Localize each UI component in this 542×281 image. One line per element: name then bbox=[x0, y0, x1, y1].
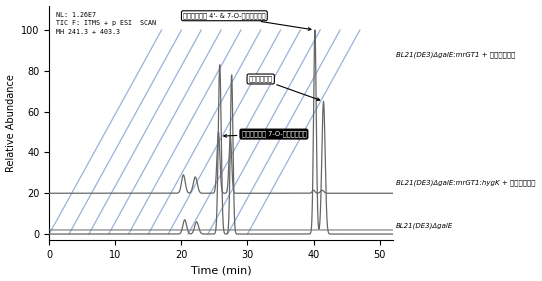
Text: 페낙소다이올 4'- & 7-O-글루코사이드: 페낙소다이올 4'- & 7-O-글루코사이드 bbox=[183, 12, 311, 30]
Text: BL21(DE3)ΔgalE:mrGT1:hygK + 페낙소다이올: BL21(DE3)ΔgalE:mrGT1:hygK + 페낙소다이올 bbox=[396, 180, 535, 186]
X-axis label: Time (min): Time (min) bbox=[191, 266, 251, 275]
Text: BL21(DE3)ΔgalE:mrGT1 + 페낙소다이올: BL21(DE3)ΔgalE:mrGT1 + 페낙소다이올 bbox=[396, 51, 515, 58]
Text: BL21(DE3)ΔgalE: BL21(DE3)ΔgalE bbox=[396, 223, 454, 229]
Text: 페낙소다이올: 페낙소다이올 bbox=[249, 76, 320, 100]
Text: NL: 1.26E7
TIC F: ITMS + p ESI  SCAN
MH 241.3 + 403.3: NL: 1.26E7 TIC F: ITMS + p ESI SCAN MH 2… bbox=[56, 12, 156, 35]
Text: 페낙소다이올 7-O-갈락토사이드: 페낙소다이올 7-O-갈락토사이드 bbox=[224, 131, 306, 137]
Y-axis label: Relative Abundance: Relative Abundance bbox=[5, 74, 16, 172]
